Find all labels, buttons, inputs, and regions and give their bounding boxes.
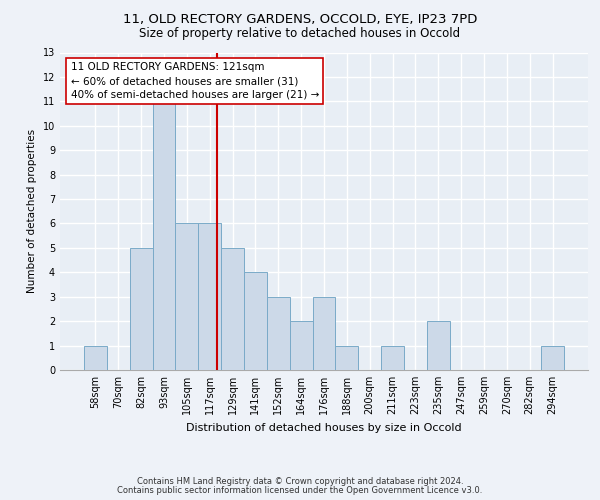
Text: Size of property relative to detached houses in Occold: Size of property relative to detached ho…: [139, 28, 461, 40]
Y-axis label: Number of detached properties: Number of detached properties: [27, 129, 37, 294]
Text: 11 OLD RECTORY GARDENS: 121sqm
← 60% of detached houses are smaller (31)
40% of : 11 OLD RECTORY GARDENS: 121sqm ← 60% of …: [71, 62, 319, 100]
Bar: [541, 346, 564, 370]
Text: Contains public sector information licensed under the Open Government Licence v3: Contains public sector information licen…: [118, 486, 482, 495]
Bar: [313, 296, 335, 370]
Bar: [244, 272, 267, 370]
Bar: [427, 321, 450, 370]
Bar: [290, 321, 313, 370]
Bar: [381, 346, 404, 370]
Bar: [152, 102, 175, 370]
Text: 11, OLD RECTORY GARDENS, OCCOLD, EYE, IP23 7PD: 11, OLD RECTORY GARDENS, OCCOLD, EYE, IP…: [123, 12, 477, 26]
Bar: [198, 224, 221, 370]
Text: Contains HM Land Registry data © Crown copyright and database right 2024.: Contains HM Land Registry data © Crown c…: [137, 477, 463, 486]
Bar: [335, 346, 358, 370]
X-axis label: Distribution of detached houses by size in Occold: Distribution of detached houses by size …: [186, 422, 462, 432]
Bar: [267, 296, 290, 370]
Bar: [84, 346, 107, 370]
Bar: [130, 248, 152, 370]
Bar: [175, 224, 198, 370]
Bar: [221, 248, 244, 370]
